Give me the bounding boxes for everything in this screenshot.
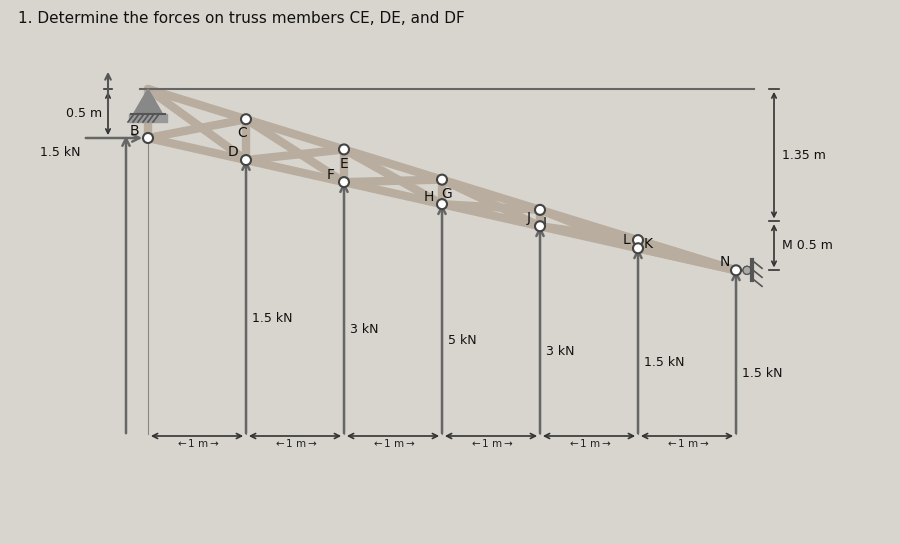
Circle shape: [731, 265, 741, 275]
Circle shape: [535, 205, 545, 215]
Text: $\leftarrow$1 m$\rightarrow$: $\leftarrow$1 m$\rightarrow$: [664, 437, 709, 449]
Circle shape: [633, 235, 643, 245]
Text: $\leftarrow$1 m$\rightarrow$: $\leftarrow$1 m$\rightarrow$: [273, 437, 318, 449]
Circle shape: [241, 155, 251, 165]
Text: $\leftarrow$1 m$\rightarrow$: $\leftarrow$1 m$\rightarrow$: [175, 437, 220, 449]
Text: $\leftarrow$1 m$\rightarrow$: $\leftarrow$1 m$\rightarrow$: [469, 437, 514, 449]
Text: F: F: [327, 168, 335, 182]
Text: 1.35 m: 1.35 m: [782, 149, 826, 162]
Text: J: J: [527, 211, 531, 225]
Text: 0.5 m: 0.5 m: [66, 107, 102, 120]
Circle shape: [241, 114, 251, 124]
Text: G: G: [442, 187, 453, 201]
Text: M 0.5 m: M 0.5 m: [782, 239, 833, 252]
Circle shape: [437, 199, 447, 209]
Text: H: H: [424, 190, 434, 204]
Circle shape: [437, 175, 447, 184]
Text: I: I: [543, 216, 547, 230]
Circle shape: [143, 133, 153, 143]
Text: 1.5 kN: 1.5 kN: [644, 356, 685, 369]
Text: 5 kN: 5 kN: [448, 333, 477, 347]
Text: A: A: [149, 98, 158, 112]
Text: 1.5 kN: 1.5 kN: [742, 367, 782, 380]
Circle shape: [339, 145, 349, 154]
Polygon shape: [134, 89, 162, 113]
Text: N: N: [720, 255, 730, 269]
Text: C: C: [237, 126, 247, 140]
Circle shape: [535, 221, 545, 231]
Text: B: B: [130, 124, 139, 138]
Circle shape: [743, 267, 751, 274]
Circle shape: [633, 243, 643, 254]
Text: L: L: [623, 233, 631, 248]
Text: 1. Determine the forces on truss members CE, DE, and DF: 1. Determine the forces on truss members…: [18, 11, 464, 26]
Text: $\leftarrow$1 m$\rightarrow$: $\leftarrow$1 m$\rightarrow$: [371, 437, 416, 449]
Text: K: K: [644, 237, 652, 251]
Circle shape: [339, 177, 349, 187]
Text: 1.5 kN: 1.5 kN: [252, 312, 292, 325]
Text: 1.5 kN: 1.5 kN: [40, 145, 80, 158]
Text: 3 kN: 3 kN: [546, 344, 574, 357]
Text: $\leftarrow$1 m$\rightarrow$: $\leftarrow$1 m$\rightarrow$: [566, 437, 611, 449]
Text: 3 kN: 3 kN: [350, 323, 379, 336]
Bar: [129, 114, 167, 122]
Circle shape: [743, 267, 751, 274]
Circle shape: [743, 267, 751, 274]
Text: D: D: [228, 145, 238, 159]
Text: E: E: [339, 157, 348, 171]
